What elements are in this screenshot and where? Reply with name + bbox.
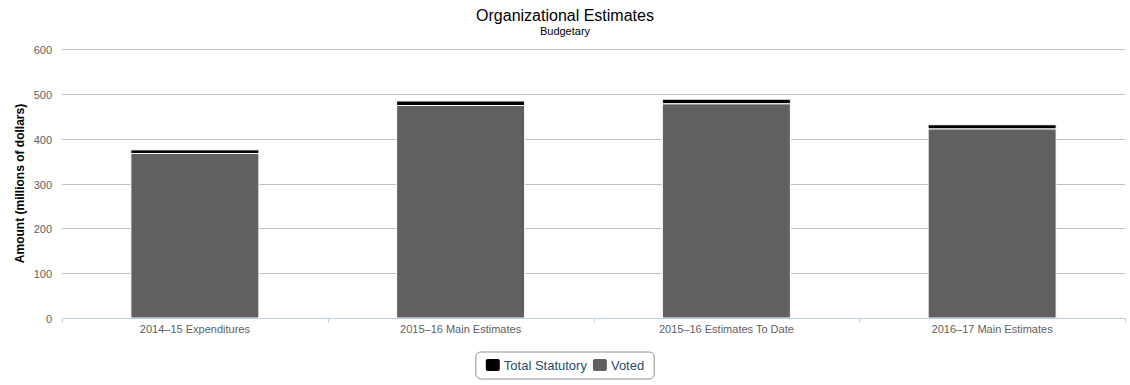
y-tick-label: 500	[34, 89, 52, 101]
title: Organizational Estimates	[476, 7, 654, 24]
bar-segment	[131, 150, 259, 154]
bar-segment	[928, 129, 1056, 318]
bar-segment	[928, 125, 1056, 129]
y-tick-label: 100	[34, 268, 52, 280]
legend-label: Total Statutory	[504, 358, 588, 373]
grid-line	[62, 94, 1125, 95]
legend: Total Statutory Voted	[476, 352, 654, 379]
x-tick-label: 2014–15 Expenditures	[140, 323, 251, 335]
bar-segment	[662, 104, 790, 318]
y-tick-label: 200	[34, 223, 52, 235]
chart-container: Organizational EstimatesBudgetary 0 100 200…	[0, 0, 1130, 385]
x-tick	[1125, 318, 1126, 323]
bar-segment	[397, 105, 525, 318]
x-axis-line	[62, 318, 1125, 319]
x-tick-label: 2016–17 Main Estimates	[932, 323, 1054, 335]
bar-segment	[662, 99, 790, 103]
legend-swatch	[593, 359, 607, 371]
y-tick-label: 400	[34, 134, 52, 146]
x-tick-label: 2015–16 Estimates To Date	[659, 323, 794, 335]
x-tick	[594, 318, 595, 323]
bar-segment	[131, 153, 259, 318]
y-tick-label: 600	[34, 44, 52, 56]
x-tick	[62, 318, 63, 323]
bar-segment	[397, 101, 525, 105]
y-tick-label: 0	[46, 313, 52, 325]
x-tick	[859, 318, 860, 323]
legend-label: Voted	[611, 358, 644, 373]
legend-box	[476, 352, 654, 379]
grid-line	[62, 318, 1125, 319]
subtitle: Budgetary	[540, 25, 591, 37]
x-tick	[328, 318, 329, 323]
legend-swatch	[486, 359, 500, 371]
bars	[131, 99, 1056, 318]
chart-svg: Organizational EstimatesBudgetary 0 100 200…	[0, 0, 1130, 385]
grid-line	[62, 49, 1125, 50]
x-tick-label: 2015–16 Main Estimates	[400, 323, 522, 335]
y-axis-label: Amount (millions of dollars)	[13, 104, 27, 263]
y-tick-label: 300	[34, 179, 52, 191]
